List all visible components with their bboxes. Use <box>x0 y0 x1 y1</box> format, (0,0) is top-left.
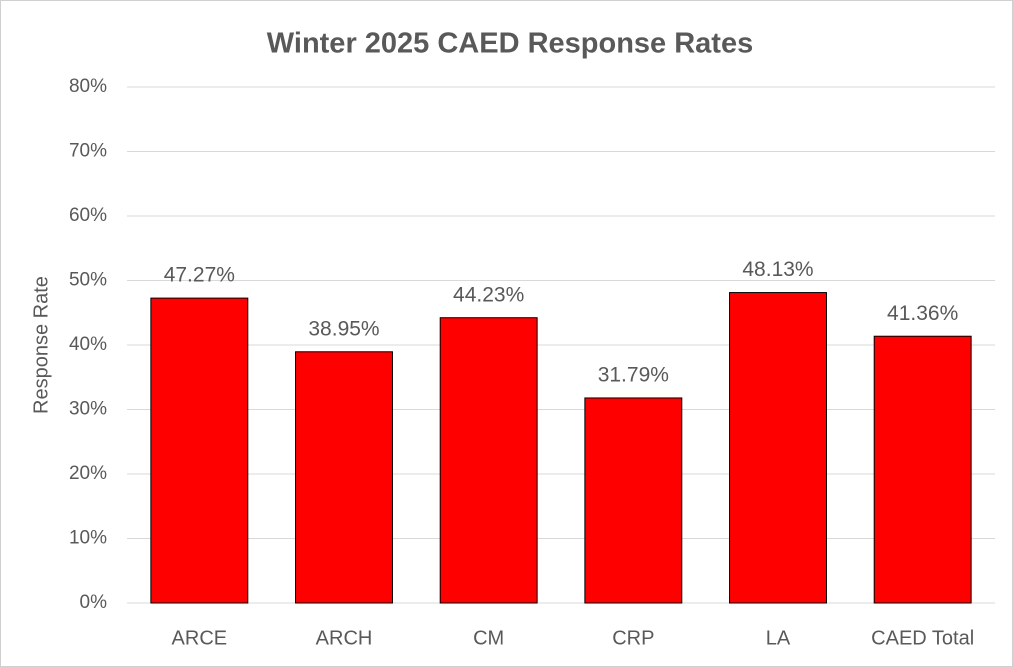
x-tick-label: ARCH <box>316 627 373 649</box>
y-tick-label: 30% <box>69 399 107 420</box>
y-tick-label: 70% <box>69 141 107 162</box>
data-label: 38.95% <box>308 317 379 340</box>
y-tick-label: 10% <box>69 528 107 549</box>
y-tick-label: 40% <box>69 334 107 355</box>
y-tick-label: 20% <box>69 463 107 484</box>
bar <box>729 292 827 604</box>
data-label: 41.36% <box>887 302 958 325</box>
y-tick-label: 60% <box>69 205 107 226</box>
x-tick-label: ARCE <box>172 627 228 649</box>
chart-title: Winter 2025 CAED Response Rates <box>267 28 753 60</box>
bar <box>295 351 393 604</box>
data-label: 44.23% <box>453 283 524 306</box>
x-tick-label: LA <box>766 627 791 649</box>
data-label: 31.79% <box>598 364 669 387</box>
bar <box>439 317 538 604</box>
y-axis-label: Response Rate <box>30 276 52 414</box>
x-tick-label: CAED Total <box>871 627 974 649</box>
data-label: 47.27% <box>164 264 235 287</box>
y-tick-label: 50% <box>69 270 107 291</box>
data-label: 48.13% <box>742 258 813 281</box>
bar <box>150 297 249 604</box>
x-tick-label: CRP <box>612 627 654 649</box>
bar <box>584 397 683 604</box>
bar <box>873 335 972 604</box>
y-tick-label: 0% <box>80 592 108 613</box>
x-tick-label: CM <box>473 627 504 649</box>
y-tick-label: 80% <box>69 76 107 97</box>
